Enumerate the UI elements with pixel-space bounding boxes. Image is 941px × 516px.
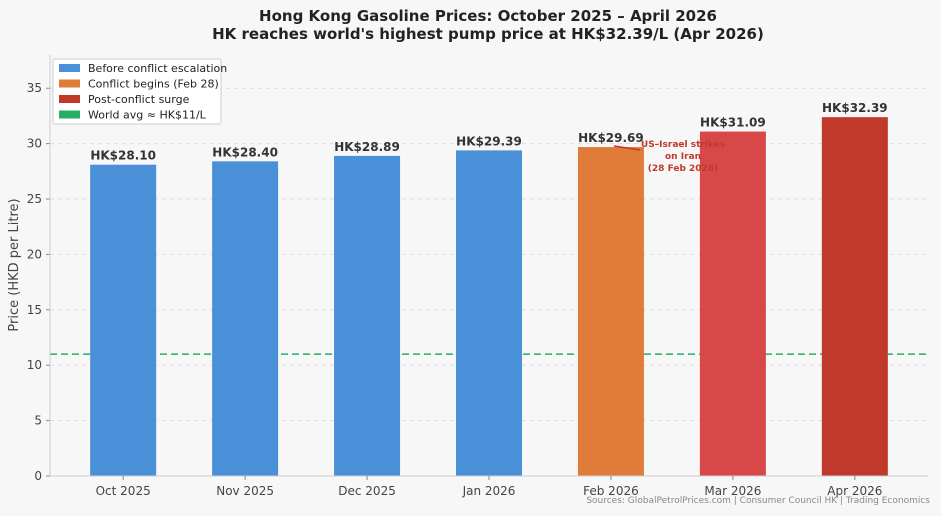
y-tick-label: 20 <box>27 247 42 261</box>
chart-title: Hong Kong Gasoline Prices: October 2025 … <box>259 7 717 25</box>
data-label: HK$28.89 <box>334 140 400 154</box>
legend: Before conflict escalation Conflict begin… <box>52 58 227 125</box>
x-tick-label: Nov 2025 <box>216 484 274 498</box>
y-tick-label: 10 <box>27 358 42 372</box>
legend-label: Post-conflict surge <box>88 93 190 106</box>
data-label: HK$29.69 <box>578 131 644 145</box>
y-tick-label: 25 <box>27 192 42 206</box>
x-tick-label: Oct 2025 <box>96 484 151 498</box>
y-tick-label: 30 <box>27 137 42 151</box>
data-label: HK$31.09 <box>700 116 766 130</box>
data-label: HK$28.40 <box>212 145 278 159</box>
bar-dec-2025 <box>334 155 401 477</box>
annotation-arrow <box>613 145 641 151</box>
y-axis-label: Price (HKD per Litre) <box>7 198 22 331</box>
annotation-line-3: (28 Feb 2026) <box>648 164 718 174</box>
legend-box <box>52 58 222 125</box>
bar-nov-2025 <box>212 161 279 476</box>
annotation: US–Israel strikes on Iran (28 Feb 2026) <box>613 140 725 174</box>
annotation-line-2: on Iran <box>665 152 701 162</box>
bar-feb-2026 <box>577 147 644 477</box>
data-label: HK$28.10 <box>90 149 156 163</box>
legend-swatch <box>59 79 80 88</box>
data-label: HK$29.39 <box>456 134 522 148</box>
x-tick-label: Apr 2026 <box>827 484 882 498</box>
x-tick-label: Jan 2026 <box>462 484 516 498</box>
y-tick-label: 35 <box>27 81 42 95</box>
legend-label: World avg ≈ HK$11/L <box>88 109 207 122</box>
bar-oct-2025 <box>90 164 157 476</box>
y-tick-label: 0 <box>34 469 42 483</box>
annotation-line-1: US–Israel strikes <box>641 140 725 150</box>
bar-jan-2026 <box>456 150 522 476</box>
legend-swatch <box>59 110 80 119</box>
y-tick-label: 5 <box>34 414 42 428</box>
x-tick-label: Mar 2026 <box>704 484 761 498</box>
x-tick-label: Feb 2026 <box>583 484 639 498</box>
source-note: Sources: GlobalPetrolPrices.com | Consum… <box>586 496 930 506</box>
legend-label: Conflict begins (Feb 28) <box>88 78 219 91</box>
legend-swatch <box>59 95 80 103</box>
legend-label: Before conflict escalation <box>88 62 227 75</box>
bar-apr-2026 <box>821 117 888 476</box>
x-tick-label: Dec 2025 <box>338 484 396 498</box>
bar-mar-2026 <box>699 131 766 476</box>
y-tick-label: 15 <box>27 303 42 317</box>
chart-subtitle: HK reaches world's highest pump price at… <box>212 25 764 43</box>
legend-swatch <box>59 64 80 72</box>
data-label: HK$32.39 <box>822 101 888 115</box>
